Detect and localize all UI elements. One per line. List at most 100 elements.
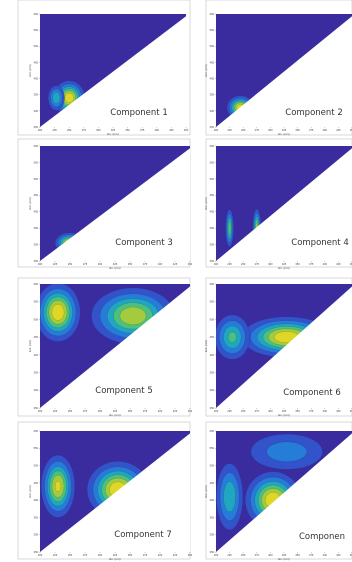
contour-level-peak-1 bbox=[64, 92, 74, 103]
y-tick-label: 500 bbox=[34, 177, 39, 181]
heatmap-field bbox=[40, 284, 190, 408]
y-tick-label: 300 bbox=[210, 388, 215, 392]
contour-level-peak-2 bbox=[119, 306, 147, 325]
x-tick-label: 350 bbox=[128, 553, 133, 557]
rayleigh-mask bbox=[40, 148, 190, 261]
y-tick-label: 550 bbox=[34, 160, 39, 164]
y-tick-label: 500 bbox=[34, 44, 39, 48]
x-tick-label: 325 bbox=[282, 409, 287, 413]
x-tick-label: 450 bbox=[188, 409, 193, 413]
x-tick-label: 200 bbox=[38, 409, 43, 413]
component-label: Component 1 bbox=[110, 108, 167, 118]
y-tick-label: 250 bbox=[34, 259, 39, 263]
y-tick-label: 450 bbox=[210, 193, 215, 197]
y-tick-label: 300 bbox=[210, 109, 215, 113]
x-axis-label: Ex. (nm) bbox=[278, 132, 289, 136]
y-tick-label: 600 bbox=[34, 144, 39, 148]
x-tick-label: 425 bbox=[336, 553, 341, 557]
contour-level-peak-1 bbox=[54, 480, 62, 492]
x-axis-label: Ex. (nm) bbox=[107, 132, 118, 136]
x-tick-label: 400 bbox=[158, 553, 163, 557]
panel-frame bbox=[205, 421, 352, 560]
y-tick-label: 500 bbox=[210, 463, 215, 467]
y-axis-label: Em. (nm) bbox=[28, 197, 32, 209]
x-tick-label: 250 bbox=[241, 553, 246, 557]
x-tick-label: 425 bbox=[336, 128, 341, 132]
x-tick-label: 275 bbox=[255, 409, 260, 413]
x-tick-label: 400 bbox=[155, 128, 160, 132]
component-panel-3: 200 225 250 275 300 325 350 375 400 425 450 250 300 3… bbox=[17, 138, 193, 270]
y-tick-label: 500 bbox=[34, 317, 39, 321]
x-tick-label: 350 bbox=[125, 128, 130, 132]
x-tick-label: 425 bbox=[169, 128, 174, 132]
x-tick-label: 425 bbox=[173, 553, 178, 557]
y-axis-label: Em. (nm) bbox=[204, 197, 208, 209]
x-tick-label: 450 bbox=[350, 262, 352, 266]
y-tick-label: 550 bbox=[210, 300, 215, 304]
y-tick-label: 350 bbox=[210, 370, 215, 374]
x-tick-label: 300 bbox=[268, 128, 273, 132]
x-tick-label: 375 bbox=[309, 262, 314, 266]
y-tick-label: 400 bbox=[210, 76, 215, 80]
y-axis-label: Em. (nm) bbox=[28, 485, 32, 497]
x-tick-label: 200 bbox=[214, 128, 219, 132]
x-tick-label: 425 bbox=[173, 262, 178, 266]
x-tick-label: 275 bbox=[255, 128, 260, 132]
y-tick-label: 250 bbox=[210, 406, 215, 410]
x-tick-label: 225 bbox=[53, 553, 58, 557]
x-tick-label: 325 bbox=[282, 128, 287, 132]
x-axis-label: Ex. (nm) bbox=[109, 413, 120, 417]
x-tick-label: 450 bbox=[350, 553, 352, 557]
component-panel-1: 200 225 250 275 300 325 350 375 400 425 450 250 300 3… bbox=[17, 0, 191, 136]
x-tick-label: 350 bbox=[295, 553, 300, 557]
x-tick-label: 375 bbox=[309, 553, 314, 557]
x-tick-label: 300 bbox=[268, 409, 273, 413]
x-tick-label: 225 bbox=[53, 409, 58, 413]
y-tick-label: 500 bbox=[210, 177, 215, 181]
y-tick-label: 500 bbox=[34, 463, 39, 467]
x-tick-label: 250 bbox=[241, 409, 246, 413]
x-tick-label: 450 bbox=[350, 409, 352, 413]
rayleigh-mask bbox=[40, 286, 190, 408]
y-tick-label: 350 bbox=[34, 93, 39, 97]
y-tick-label: 500 bbox=[210, 44, 215, 48]
component-label: Component 3 bbox=[115, 238, 172, 248]
x-tick-label: 400 bbox=[323, 409, 328, 413]
y-tick-label: 550 bbox=[34, 300, 39, 304]
x-tick-label: 275 bbox=[83, 409, 88, 413]
x-tick-label: 225 bbox=[227, 262, 232, 266]
y-tick-label: 350 bbox=[34, 370, 39, 374]
y-tick-label: 250 bbox=[34, 125, 39, 129]
x-tick-label: 200 bbox=[38, 128, 43, 132]
y-tick-label: 400 bbox=[210, 353, 215, 357]
y-tick-label: 350 bbox=[210, 93, 215, 97]
x-tick-label: 300 bbox=[96, 128, 101, 132]
x-tick-label: 225 bbox=[227, 553, 232, 557]
y-tick-label: 550 bbox=[210, 446, 215, 450]
contour-level-peak-2 bbox=[52, 92, 61, 104]
y-tick-label: 350 bbox=[210, 515, 215, 519]
x-tick-label: 325 bbox=[113, 262, 118, 266]
y-tick-label: 250 bbox=[34, 550, 39, 554]
y-tick-label: 600 bbox=[34, 12, 39, 16]
y-tick-label: 550 bbox=[210, 28, 215, 32]
y-axis-label: Em. (nm) bbox=[204, 485, 208, 497]
y-tick-label: 450 bbox=[34, 335, 39, 339]
component-label: Componen bbox=[299, 532, 345, 542]
x-tick-label: 200 bbox=[38, 262, 43, 266]
y-tick-label: 450 bbox=[210, 335, 215, 339]
x-tick-label: 200 bbox=[214, 262, 219, 266]
x-tick-label: 325 bbox=[113, 553, 118, 557]
y-tick-label: 550 bbox=[210, 160, 215, 164]
x-tick-label: 450 bbox=[350, 128, 352, 132]
y-tick-label: 300 bbox=[34, 388, 39, 392]
y-tick-label: 550 bbox=[34, 28, 39, 32]
x-tick-label: 450 bbox=[184, 128, 189, 132]
y-tick-label: 300 bbox=[34, 242, 39, 246]
x-tick-label: 375 bbox=[143, 553, 148, 557]
contour-level-peak-3 bbox=[266, 441, 307, 462]
x-tick-label: 325 bbox=[282, 553, 287, 557]
x-tick-label: 275 bbox=[83, 262, 88, 266]
y-tick-label: 400 bbox=[34, 498, 39, 502]
y-tick-label: 450 bbox=[34, 481, 39, 485]
